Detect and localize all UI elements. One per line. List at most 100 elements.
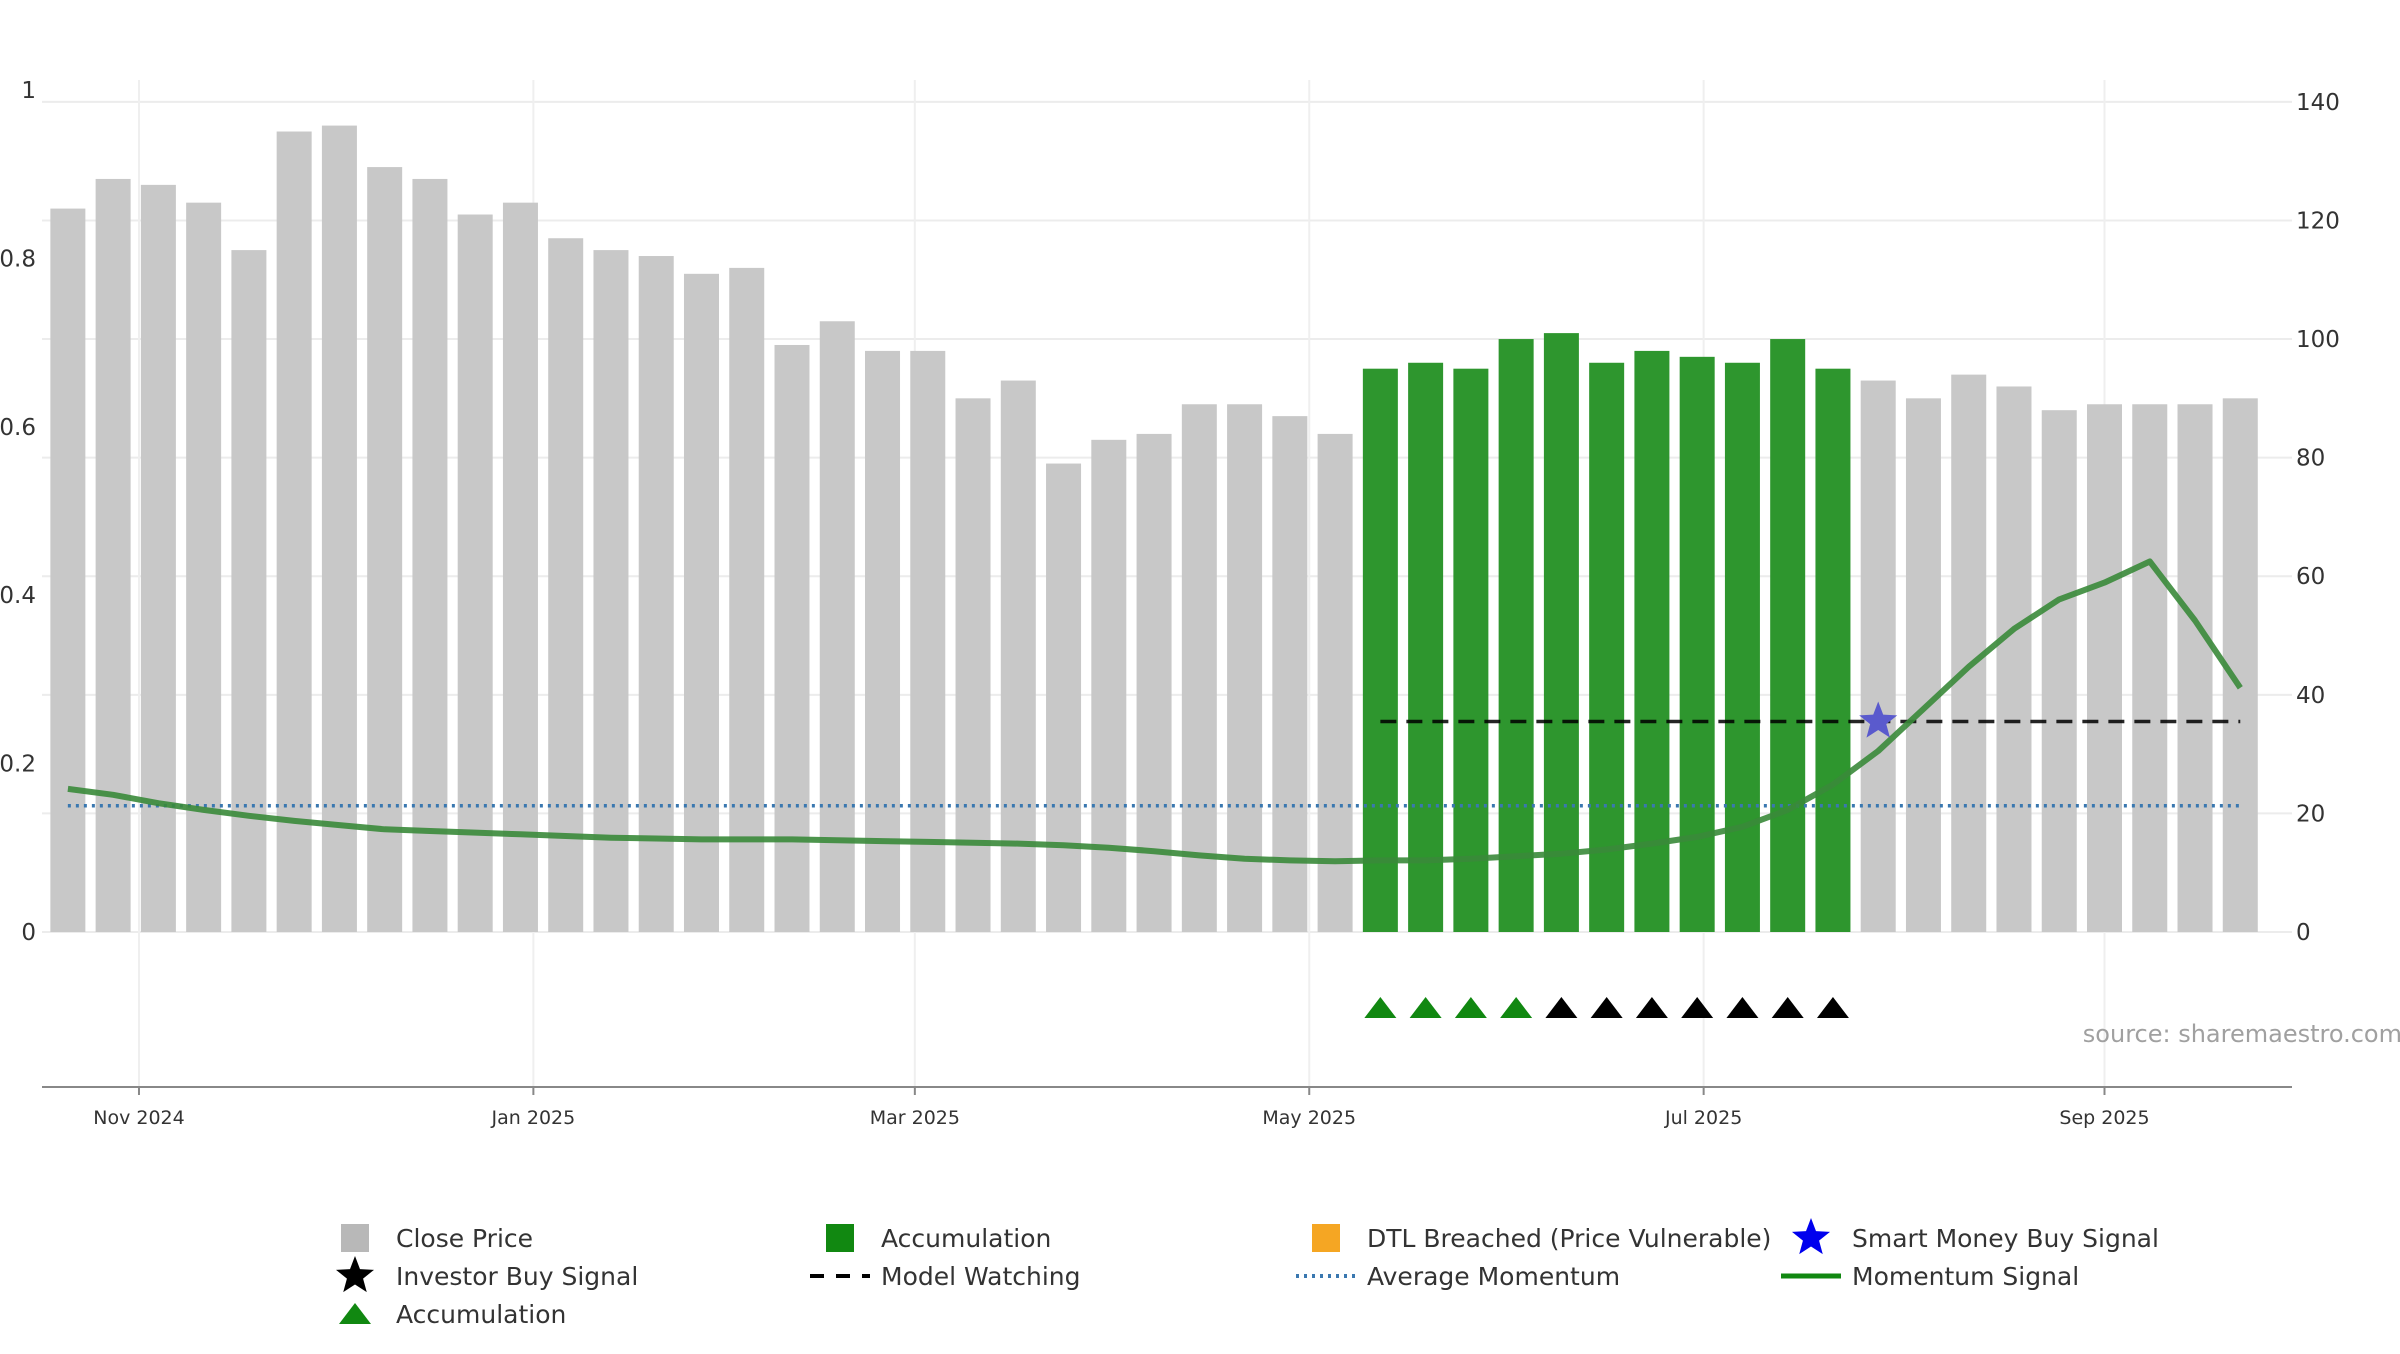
legend-item-dtl-breached: DTL Breached (Price Vulnerable) — [1312, 1224, 1771, 1253]
close-price-bar — [774, 344, 810, 933]
close-price-bar — [1996, 386, 2032, 932]
close-price-bar — [910, 350, 946, 933]
close-price-bar — [186, 202, 222, 932]
legend-label: Momentum Signal — [1852, 1262, 2079, 1291]
legend-swatch — [826, 1224, 854, 1252]
right-y-tick-label: 40 — [2296, 683, 2325, 709]
left-y-tick-label: 0.4 — [0, 583, 36, 609]
close-price-bar — [1272, 416, 1308, 932]
legend-item-model-watching: Model Watching — [810, 1262, 1081, 1291]
close-price-bar — [729, 267, 765, 932]
legend-label: Close Price — [396, 1224, 533, 1253]
left-y-tick-label: 0.6 — [0, 415, 36, 441]
accumulation-marker — [1364, 997, 1397, 1018]
right-y-tick-label: 120 — [2296, 208, 2340, 234]
investor-buy-signal-marker — [1771, 997, 1804, 1018]
close-price-bar — [593, 250, 629, 933]
close-price-bar — [683, 273, 719, 932]
right-y-tick-label: 140 — [2296, 90, 2340, 116]
close-price-bar — [2177, 404, 2213, 933]
close-price-bar — [1905, 398, 1941, 933]
close-price-bar — [276, 131, 312, 932]
investor-buy-signal-marker — [1545, 997, 1578, 1018]
accumulation-bar — [1634, 350, 1670, 933]
close-price-bar — [367, 167, 403, 933]
close-price-bar — [1000, 380, 1036, 932]
accumulation-bar — [1815, 368, 1851, 932]
legend-swatch — [1312, 1224, 1340, 1252]
close-price-bar — [865, 350, 901, 933]
legend-item-average-momentum: Average Momentum — [1296, 1262, 1620, 1291]
legend-swatch — [341, 1224, 369, 1252]
legend-label: DTL Breached (Price Vulnerable) — [1367, 1224, 1771, 1253]
left-y-tick-label: 0.8 — [0, 246, 36, 272]
legend-label: Smart Money Buy Signal — [1852, 1224, 2159, 1253]
close-price-bar — [819, 321, 855, 932]
investor-buy-signal-marker — [1635, 997, 1668, 1018]
accumulation-bar — [1453, 368, 1489, 932]
close-price-bar — [231, 250, 267, 933]
close-price-bar — [412, 178, 448, 932]
right-y-tick-label: 80 — [2296, 446, 2325, 472]
accumulation-marker — [1454, 997, 1487, 1018]
close-price-bar — [548, 238, 584, 932]
close-price-bar — [321, 125, 357, 933]
legend-item-accumulation: Accumulation — [826, 1224, 1051, 1253]
close-price-bar — [2087, 404, 2122, 933]
accumulation-bar — [1408, 362, 1444, 932]
legend-label: Accumulation — [396, 1300, 566, 1329]
close-price-bar — [502, 202, 538, 932]
close-price-bar — [95, 178, 131, 932]
legend-label: Average Momentum — [1367, 1262, 1620, 1291]
accumulation-bar — [1724, 362, 1760, 932]
left-y-tick-label: 1 — [21, 78, 36, 104]
accumulation-bar — [1770, 339, 1806, 933]
accumulation-bar — [1498, 339, 1534, 933]
investor-buy-signal-marker — [1816, 997, 1849, 1018]
accumulation-bar — [1543, 333, 1579, 932]
accumulation-bar — [1362, 368, 1398, 932]
x-tick-label: Jan 2025 — [491, 1107, 576, 1129]
close-price-bar — [1227, 404, 1263, 933]
left-y-tick-label: 0 — [21, 920, 36, 946]
x-tick-label: Jul 2025 — [1664, 1107, 1742, 1129]
close-price-bar — [2041, 410, 2077, 933]
right-y-tick-label: 20 — [2296, 801, 2325, 827]
close-price-bar — [1860, 380, 1896, 932]
close-price-bar — [955, 398, 991, 933]
legend-star-icon — [335, 1256, 375, 1293]
accumulation-bar — [1679, 356, 1715, 932]
line-layer — [67, 558, 2243, 865]
legend-item-close-price: Close Price — [341, 1224, 533, 1253]
investor-buy-signal-marker — [1681, 997, 1714, 1018]
axis-layer: Nov 2024 Jan 2025 Mar 2025 May 2025 Jul 2025… — [0, 78, 2340, 1129]
source-text: source: sharemaestro.com — [2083, 1020, 2400, 1048]
legend-item-smart-money: Smart Money Buy Signal — [1791, 1218, 2159, 1255]
marker-layer — [1364, 701, 1898, 1018]
legend-item-investor-buy: Investor Buy Signal — [335, 1256, 638, 1293]
legend-triangle-icon — [339, 1303, 371, 1324]
legend-item-accumulation-marker: Accumulation — [339, 1300, 566, 1329]
right-y-tick-label: 0 — [2296, 920, 2311, 946]
legend-label: Accumulation — [881, 1224, 1051, 1253]
close-price-bar — [1091, 439, 1127, 932]
legend-star-icon — [1791, 1218, 1831, 1255]
close-price-bar — [1136, 433, 1172, 932]
legend-label: Investor Buy Signal — [396, 1262, 638, 1291]
close-price-bar — [1317, 433, 1353, 932]
investor-buy-signal-marker — [1726, 997, 1759, 1018]
left-y-tick-label: 0.2 — [0, 752, 36, 778]
x-tick-label: Nov 2024 — [93, 1107, 184, 1129]
close-price-bar — [1181, 404, 1217, 933]
momentum-signal-line — [67, 558, 2243, 865]
accumulation-marker — [1409, 997, 1442, 1018]
bar-layer — [50, 125, 2258, 933]
accumulation-bar — [1589, 362, 1625, 932]
close-price-bar — [140, 184, 176, 933]
close-price-bar — [1046, 463, 1082, 932]
smart-money-buy-signal-star — [1859, 701, 1898, 738]
legend: Close Price Accumulation DTL Breached (Pri… — [335, 1218, 2159, 1329]
right-y-tick-label: 100 — [2296, 327, 2340, 353]
